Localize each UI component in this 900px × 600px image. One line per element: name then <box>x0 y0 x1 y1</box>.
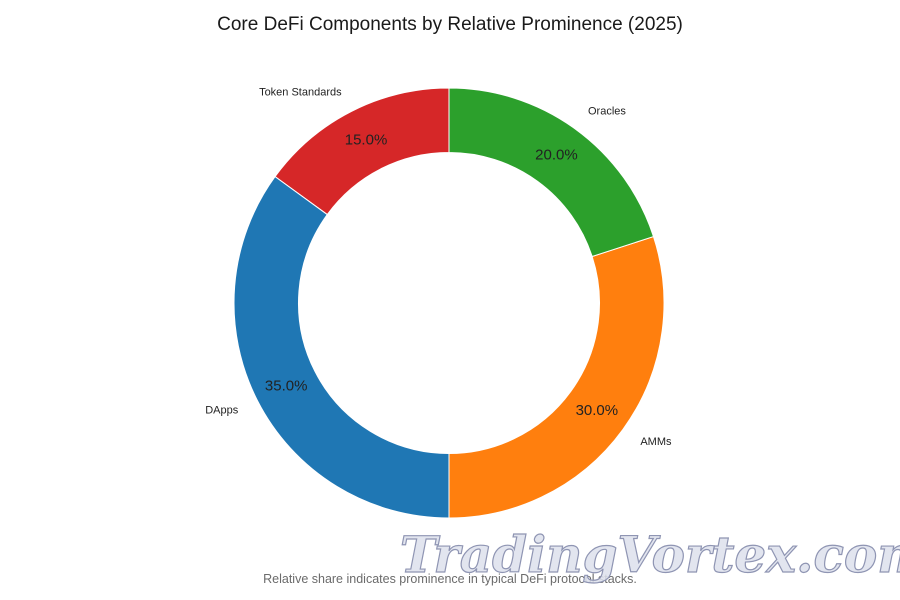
slice-dapps <box>233 175 450 519</box>
donut-slices <box>233 87 665 519</box>
category-label-oracles: Oracles <box>588 106 626 118</box>
pct-label-oracles: 20.0% <box>535 147 578 164</box>
slice-oracles <box>448 87 655 258</box>
pct-label-token-standards: 15.0% <box>345 132 388 149</box>
category-label-amms: AMMs <box>640 436 672 448</box>
pct-label-amms: 30.0% <box>576 402 619 419</box>
slice-amms <box>448 235 665 519</box>
category-label-token-standards: Token Standards <box>259 86 342 98</box>
chart-footnote: Relative share indicates prominence in t… <box>263 572 637 586</box>
donut-labels: 15.0% Token Standards 35.0% DApps 30.0% AMMs 2… <box>205 86 672 448</box>
watermark-logo: TradingVortex.com <box>400 525 900 584</box>
category-label-dapps: DApps <box>205 404 239 416</box>
pct-label-dapps: 35.0% <box>265 377 308 394</box>
chart-title: Core DeFi Components by Relative Promine… <box>217 14 683 35</box>
